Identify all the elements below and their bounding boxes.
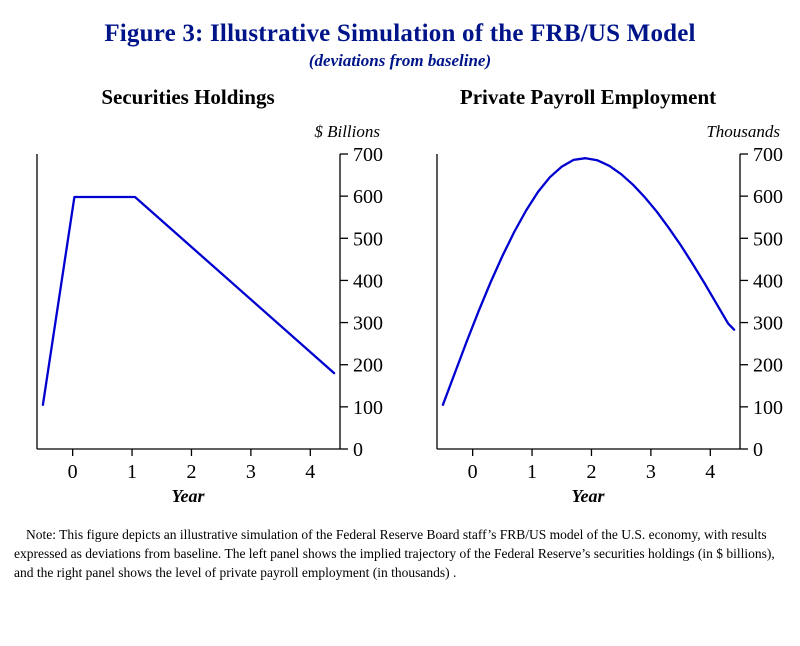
figure-subtitle: (deviations from baseline) [308, 51, 492, 70]
y-tick-label: 600 [753, 186, 783, 208]
y-tick-label: 200 [353, 355, 383, 377]
charts-row: Securities Holdings $ Billions 0 100 200 30… [0, 85, 800, 507]
y-axis-unit-label: $ Billions [314, 122, 380, 141]
y-tick-label: 100 [753, 397, 783, 419]
x-axis-label: Year [171, 486, 205, 506]
panel-title: Private Payroll Employment [459, 85, 717, 109]
y-tick-label: 0 [753, 439, 763, 461]
private-payroll-employment-panel: Private Payroll Employment Thousands 0 10… [400, 85, 800, 507]
x-tick-label: 1 [527, 461, 537, 483]
figure-title: Figure 3: Illustrative Simulation of the… [104, 20, 696, 47]
y-tick-label: 0 [353, 439, 363, 461]
x-tick-label: 0 [468, 461, 478, 483]
x-tick-label: 2 [586, 461, 596, 483]
x-tick-label: 3 [646, 461, 656, 483]
data-series-line [41, 195, 336, 406]
x-tick-label: 2 [186, 461, 196, 483]
x-tick-label: 4 [305, 461, 315, 483]
figure-note: Note: This figure depicts an illustrativ… [14, 527, 775, 581]
data-series-line [441, 157, 736, 406]
y-axis-unit-label: Thousands [706, 122, 780, 141]
y-tick-label: 500 [753, 228, 783, 250]
y-tick-label: 400 [353, 270, 383, 292]
panel-title: Securities Holdings [101, 85, 275, 109]
y-tick-label: 700 [753, 144, 783, 166]
x-axis-label: Year [571, 486, 605, 506]
y-tick-label: 200 [753, 355, 783, 377]
x-tick-label: 0 [68, 461, 78, 483]
y-tick-label: 100 [353, 397, 383, 419]
y-tick-label: 300 [353, 313, 383, 335]
y-tick-label: 300 [753, 313, 783, 335]
securities-holdings-chart: 0 100 200 300 400 500 600 700 0 1 2 3 4 [36, 144, 383, 483]
x-tick-label: 1 [127, 461, 137, 483]
y-tick-label: 500 [353, 228, 383, 250]
y-tick-label: 700 [353, 144, 383, 166]
x-tick-label: 4 [705, 461, 715, 483]
y-tick-label: 400 [753, 270, 783, 292]
x-tick-label: 3 [246, 461, 256, 483]
securities-holdings-panel: Securities Holdings $ Billions 0 100 200 30… [0, 85, 400, 507]
y-tick-label: 600 [353, 186, 383, 208]
private-payroll-employment-chart: 0 100 200 300 400 500 600 700 0 1 2 3 4 [436, 144, 783, 483]
